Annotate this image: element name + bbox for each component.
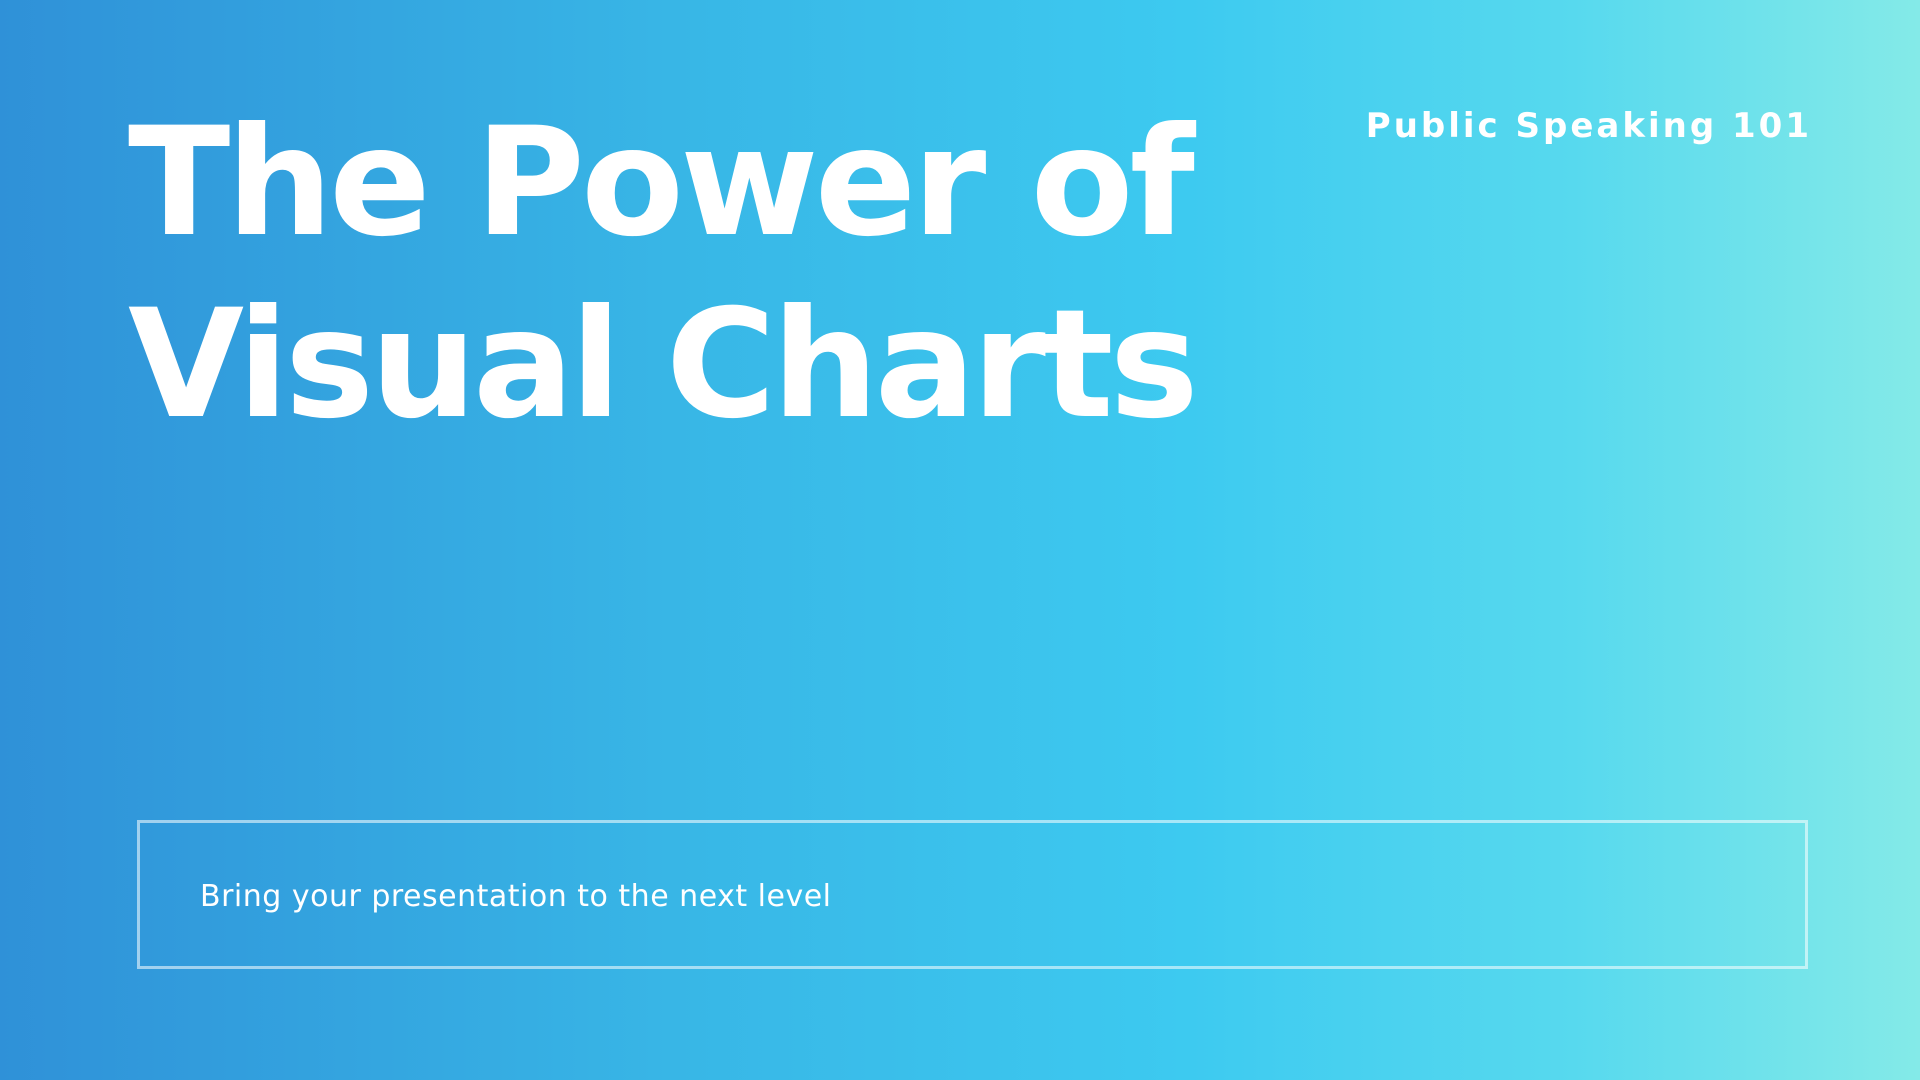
slide-title-line-1: The Power of xyxy=(128,96,1195,270)
slide-title: The Power of Visual Charts xyxy=(128,92,1328,456)
slide-title-line-2: Visual Charts xyxy=(128,278,1199,452)
tagline-text: Bring your presentation to the next leve… xyxy=(200,879,832,914)
tagline-box: Bring your presentation to the next leve… xyxy=(137,820,1808,969)
course-tag: Public Speaking 101 xyxy=(1365,106,1812,146)
